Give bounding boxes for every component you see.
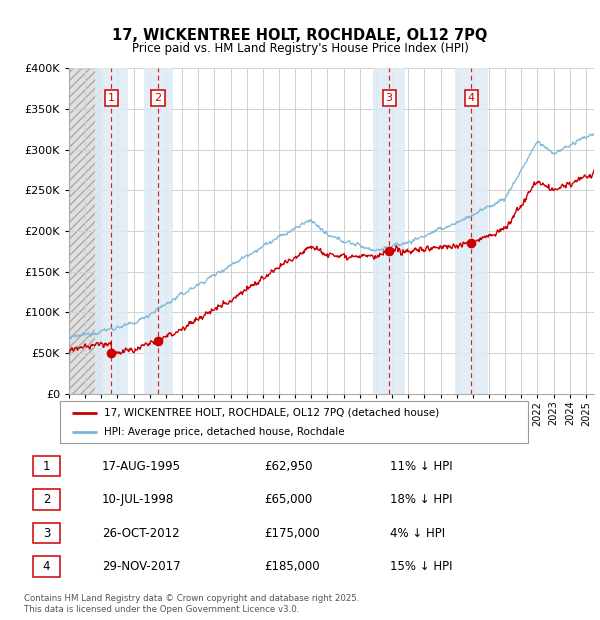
Text: £62,950: £62,950 (264, 460, 313, 472)
Text: Contains HM Land Registry data © Crown copyright and database right 2025.
This d: Contains HM Land Registry data © Crown c… (24, 595, 359, 614)
Bar (455, 68, 488, 394)
Bar (373, 68, 406, 394)
Bar (69, 68, 101, 394)
Text: 26-OCT-2012: 26-OCT-2012 (102, 527, 179, 539)
Text: 1: 1 (43, 460, 50, 472)
Bar (95, 68, 128, 394)
Text: £185,000: £185,000 (264, 560, 320, 573)
Text: 17-AUG-1995: 17-AUG-1995 (102, 460, 181, 472)
Text: 18% ↓ HPI: 18% ↓ HPI (390, 494, 452, 506)
Text: Price paid vs. HM Land Registry's House Price Index (HPI): Price paid vs. HM Land Registry's House … (131, 42, 469, 55)
Text: 2: 2 (43, 494, 50, 506)
Text: 17, WICKENTREE HOLT, ROCHDALE, OL12 7PQ (detached house): 17, WICKENTREE HOLT, ROCHDALE, OL12 7PQ … (104, 407, 440, 417)
Text: 10-JUL-1998: 10-JUL-1998 (102, 494, 174, 506)
Text: 3: 3 (386, 93, 392, 104)
Text: 15% ↓ HPI: 15% ↓ HPI (390, 560, 452, 573)
Text: 11% ↓ HPI: 11% ↓ HPI (390, 460, 452, 472)
Text: 29-NOV-2017: 29-NOV-2017 (102, 560, 181, 573)
Text: 4% ↓ HPI: 4% ↓ HPI (390, 527, 445, 539)
Text: 17, WICKENTREE HOLT, ROCHDALE, OL12 7PQ: 17, WICKENTREE HOLT, ROCHDALE, OL12 7PQ (112, 28, 488, 43)
Bar (143, 68, 173, 394)
Text: £175,000: £175,000 (264, 527, 320, 539)
FancyBboxPatch shape (60, 401, 528, 443)
Text: 3: 3 (43, 527, 50, 539)
Text: 4: 4 (468, 93, 475, 104)
Text: £65,000: £65,000 (264, 494, 312, 506)
Text: 4: 4 (43, 560, 50, 573)
Text: HPI: Average price, detached house, Rochdale: HPI: Average price, detached house, Roch… (104, 427, 345, 437)
Text: 1: 1 (108, 93, 115, 104)
Text: 2: 2 (155, 93, 162, 104)
